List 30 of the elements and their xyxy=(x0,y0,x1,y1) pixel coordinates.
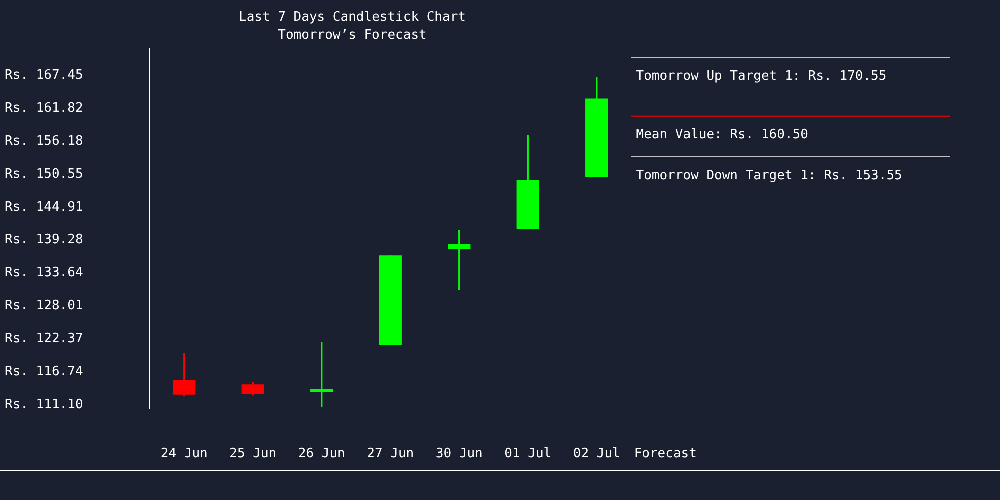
candlestick xyxy=(586,77,608,178)
candlestick xyxy=(379,256,402,346)
chart-title: Last 7 Days Candlestick Chart xyxy=(239,10,466,26)
y-tick-label: Rs. 122.37 xyxy=(5,331,84,346)
x-tick-label: 02 Jul xyxy=(573,446,620,462)
x-tick-label: 30 Jun xyxy=(436,446,483,462)
y-tick-label: Rs. 144.91 xyxy=(5,200,84,215)
candlestick xyxy=(448,230,471,290)
y-tick-label: Rs. 150.55 xyxy=(5,166,84,182)
y-tick-label: Rs. 161.82 xyxy=(5,101,84,116)
x-tick-label: 26 Jun xyxy=(298,446,346,462)
ref-line-label: Tomorrow Down Target 1: Rs. 153.55 xyxy=(636,168,902,184)
ref-line-label: Tomorrow Up Target 1: Rs. 170.55 xyxy=(636,69,887,84)
y-tick-label: Rs. 156.18 xyxy=(5,134,84,149)
ref-line-label: Mean Value: Rs. 160.50 xyxy=(636,128,808,143)
x-tick-label: 27 Jun xyxy=(367,446,414,462)
y-tick-label: Rs. 139.28 xyxy=(5,232,84,248)
y-tick-label: Rs. 167.45 xyxy=(5,68,84,84)
x-tick-label: 24 Jun xyxy=(160,446,208,462)
chart-subtitle: Tomorrow’s Forecast xyxy=(278,28,427,43)
y-tick-label: Rs. 128.01 xyxy=(5,298,84,314)
candlestick xyxy=(173,353,196,397)
x-tick-label: Forecast xyxy=(634,446,697,462)
y-tick-label: Rs. 116.74 xyxy=(5,364,84,380)
candlestick xyxy=(516,135,540,230)
candlestick xyxy=(310,342,334,407)
y-tick-label: Rs. 111.10 xyxy=(5,397,84,412)
y-tick-label: Rs. 133.64 xyxy=(5,266,84,281)
x-tick-label: 01 Jul xyxy=(504,446,552,462)
x-tick-label: 25 Jun xyxy=(230,446,277,462)
